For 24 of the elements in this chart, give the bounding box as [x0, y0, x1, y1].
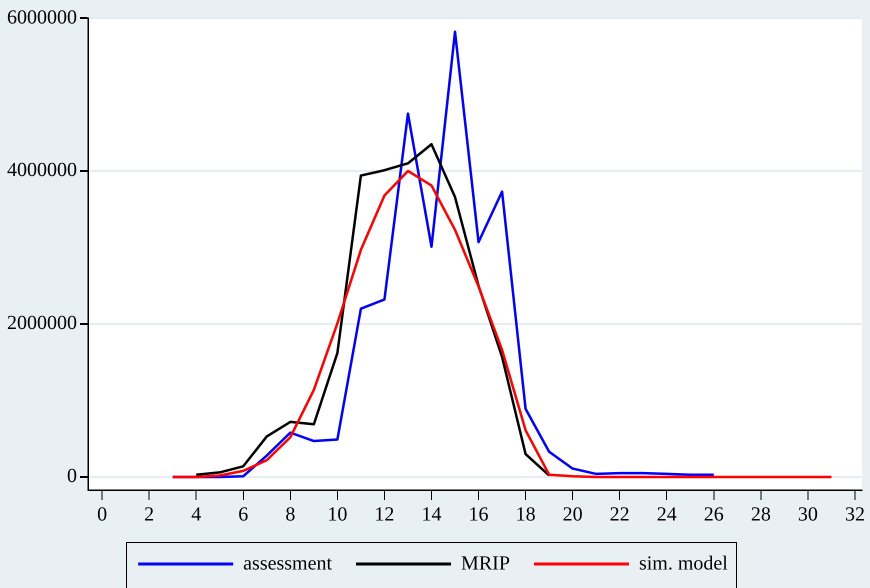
y-tick-label: 6000000	[7, 6, 77, 28]
legend-label: MRIP	[461, 552, 510, 574]
x-tick-label: 16	[468, 503, 489, 526]
x-tick-label: 28	[750, 503, 771, 526]
x-tick-label: 30	[798, 503, 818, 526]
x-tick-label: 8	[285, 503, 296, 526]
x-tick-label: 32	[844, 503, 865, 526]
x-tick-label: 22	[610, 503, 630, 526]
x-tick-label: 26	[704, 503, 724, 526]
x-tick-label: 2	[144, 503, 154, 526]
x-tick-label: 10	[327, 503, 348, 526]
x-tick-label: 12	[374, 503, 394, 526]
x-tick-label: 0	[97, 503, 108, 526]
legend-label: assessment	[243, 552, 332, 574]
x-tick-label: 6	[238, 503, 248, 526]
x-tick-label: 24	[656, 503, 677, 526]
x-tick-label: 4	[191, 503, 202, 526]
y-tick-label: 4000000	[7, 159, 77, 182]
legend-label: sim. model	[638, 552, 728, 574]
y-tick-label: 0	[67, 465, 77, 488]
x-tick-label: 14	[421, 503, 442, 526]
x-tick-label: 18	[516, 503, 536, 526]
x-tick-label: 20	[562, 503, 583, 526]
y-tick-label: 2000000	[7, 312, 77, 334]
